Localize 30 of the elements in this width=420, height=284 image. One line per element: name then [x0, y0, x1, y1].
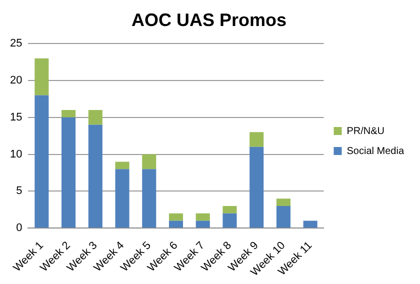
bar	[196, 213, 210, 221]
bar	[250, 146, 264, 228]
legend-label: PR/N&U	[346, 126, 385, 137]
bar	[142, 154, 156, 170]
bar	[222, 206, 237, 214]
y-tick-label: 5	[16, 185, 22, 198]
y-tick-label: 25	[10, 38, 22, 50]
y-tick-label: 10	[10, 148, 22, 160]
bar	[34, 95, 49, 228]
bar	[196, 220, 210, 228]
bar	[276, 198, 290, 206]
chart-title: AOC UAS Promos	[131, 10, 287, 30]
bar	[222, 213, 237, 228]
legend-label: Social Media	[346, 146, 404, 157]
bar	[115, 162, 130, 170]
bar	[88, 124, 102, 228]
bar	[250, 132, 264, 147]
bar	[168, 220, 184, 228]
bar	[115, 169, 130, 228]
bar	[303, 220, 318, 228]
bar	[34, 58, 49, 96]
y-tick-label: 20	[10, 74, 22, 87]
y-tick-label: 0	[16, 222, 22, 234]
bar	[88, 110, 102, 125]
bar	[276, 206, 290, 228]
y-tick-label: 15	[10, 111, 22, 124]
bar	[168, 213, 184, 221]
bar	[62, 117, 76, 228]
bar	[62, 110, 76, 118]
bar	[142, 169, 156, 228]
